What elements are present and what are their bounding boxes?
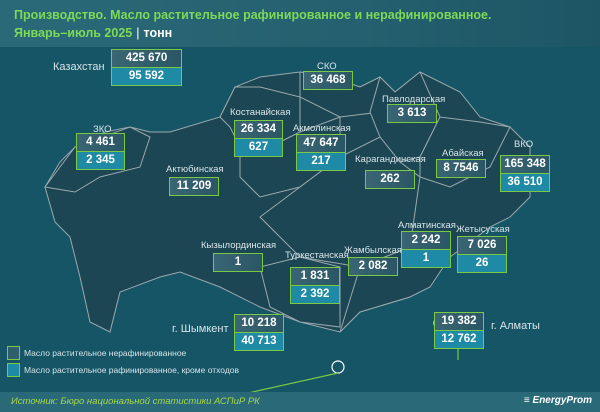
region-box-pavlodar: 3 613 bbox=[387, 104, 437, 123]
kazakhstan-map: Казахстан 425 670 95 592 ЗКО 4 461 2 345 … bbox=[0, 47, 600, 392]
region-box-abai: 8 7546 bbox=[436, 159, 486, 178]
region-label-abai: Абайская bbox=[442, 148, 484, 159]
region-label-kostanay: Костанайская bbox=[230, 107, 291, 118]
legend-swatch-unrefined bbox=[7, 346, 20, 360]
region-box-turkestan: 1 831 2 392 bbox=[290, 267, 340, 304]
region-label-karaganda: Карагандинская bbox=[355, 154, 426, 165]
legend-refined: Масло растительное рафинированное, кроме… bbox=[7, 363, 239, 377]
city-box-almaty: 19 382 12 762 bbox=[434, 312, 484, 349]
region-box-kyzylorda: 1 bbox=[213, 253, 263, 272]
region-label-turkestan: Туркестанская bbox=[285, 250, 349, 261]
region-box-aktobe: 11 209 bbox=[169, 177, 219, 196]
legend-swatch-refined bbox=[7, 363, 20, 377]
region-box-zko: 4 461 2 345 bbox=[76, 133, 125, 170]
footer: Источник: Бюро национальной статистики А… bbox=[0, 392, 600, 412]
region-box-zhambyl: 2 082 bbox=[348, 257, 398, 276]
region-box-karaganda: 262 bbox=[365, 170, 415, 189]
page-title: Производство. Масло растительное рафинир… bbox=[14, 8, 492, 22]
city-label-shymkent: г. Шымкент bbox=[172, 323, 229, 335]
city-label-almaty: г. Алматы bbox=[491, 320, 540, 332]
logo-icon: ≡ bbox=[523, 395, 533, 406]
region-label-zko: ЗКО bbox=[93, 124, 112, 135]
region-label-vko: ВКО bbox=[514, 139, 534, 150]
region-label-akmola: Акмолинская bbox=[293, 123, 351, 134]
map-shape bbox=[44, 71, 531, 392]
region-label-sko: СКО bbox=[317, 61, 337, 72]
total-label: Казахстан bbox=[53, 61, 105, 73]
region-label-pavlodar: Павлодарская bbox=[382, 94, 446, 105]
region-box-vko: 165 348 36 510 bbox=[500, 155, 550, 192]
region-box-zhetysu: 7 026 26 bbox=[457, 236, 507, 273]
region-label-aktobe: Актюбинская bbox=[166, 164, 224, 175]
total-box: 425 670 95 592 bbox=[111, 49, 182, 86]
city-box-shymkent: 10 218 40 713 bbox=[234, 314, 284, 351]
region-label-almaty-region: Алматинская bbox=[398, 220, 456, 231]
region-label-kyzylorda: Кызылординская bbox=[201, 240, 277, 251]
region-label-zhetysu: Жетысуская bbox=[456, 224, 510, 235]
region-box-almaty-region: 2 242 1 bbox=[401, 231, 451, 268]
region-label-zhambyl: Жамбылская bbox=[344, 245, 402, 256]
source-text: Источник: Бюро национальной статистики А… bbox=[11, 396, 260, 407]
header: Производство. Масло растительное рафинир… bbox=[0, 0, 600, 47]
page-subtitle: Январь–июль 2025 | тонн bbox=[14, 26, 173, 40]
region-box-akmola: 47 647 217 bbox=[296, 134, 346, 171]
region-box-sko: 36 468 bbox=[303, 71, 353, 90]
legend-unrefined: Масло растительное нерафинированное bbox=[7, 346, 186, 360]
energyprom-logo: ≡ EnergyProm bbox=[523, 395, 592, 406]
region-box-kostanay: 26 334 627 bbox=[234, 120, 283, 157]
